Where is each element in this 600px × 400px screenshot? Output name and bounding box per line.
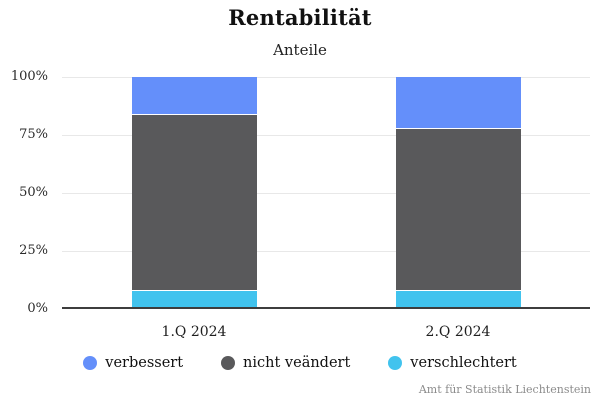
legend-label: verschlechtert [410, 355, 517, 371]
bar-segment-verschlechtert [396, 290, 521, 309]
y-tick-label: 0% [27, 301, 48, 316]
x-axis-labels: 1.Q 2024 2.Q 2024 [0, 324, 600, 340]
chart-title: Rentabilität [228, 5, 372, 30]
y-tick-label: 100% [10, 69, 48, 84]
legend-label: verbessert [105, 355, 184, 371]
legend-item: verbessert [83, 355, 183, 371]
legend-swatch-icon [388, 356, 403, 370]
gridline [62, 135, 590, 136]
stacked-bar [132, 77, 257, 309]
bar-segment-verbessert [132, 77, 257, 115]
source-attribution: Amt für Statistik Liechtenstein [418, 383, 591, 396]
gridline [62, 193, 590, 194]
y-tick-label: 50% [19, 185, 48, 200]
legend-item: verschlechtert [388, 355, 517, 371]
y-axis-labels: 0% 25% 50% 75% 100% [0, 69, 48, 316]
legend-swatch-icon [83, 356, 98, 370]
plot-area [62, 77, 590, 309]
stacked-bar [396, 77, 521, 309]
legend-item: nicht veändert [221, 355, 350, 371]
bar-segment-nicht-veändert [396, 128, 521, 291]
gridline [62, 77, 590, 78]
legend-swatch-icon [221, 356, 236, 370]
x-tick-label: 1.Q 2024 [161, 324, 227, 340]
bar-segment-verbessert [396, 77, 521, 129]
chart-legend: verbessert nicht veändert verschlechtert [0, 355, 600, 371]
chart-subtitle: Anteile [273, 41, 327, 59]
bar-segment-nicht-veändert [132, 114, 257, 291]
y-tick-label: 25% [19, 243, 48, 258]
y-tick-label: 75% [19, 127, 48, 142]
gridline [62, 251, 590, 252]
bar-segment-verschlechtert [132, 290, 257, 309]
legend-label: nicht veändert [243, 355, 351, 371]
x-tick-label: 2.Q 2024 [425, 324, 491, 340]
x-axis-line [62, 307, 590, 309]
